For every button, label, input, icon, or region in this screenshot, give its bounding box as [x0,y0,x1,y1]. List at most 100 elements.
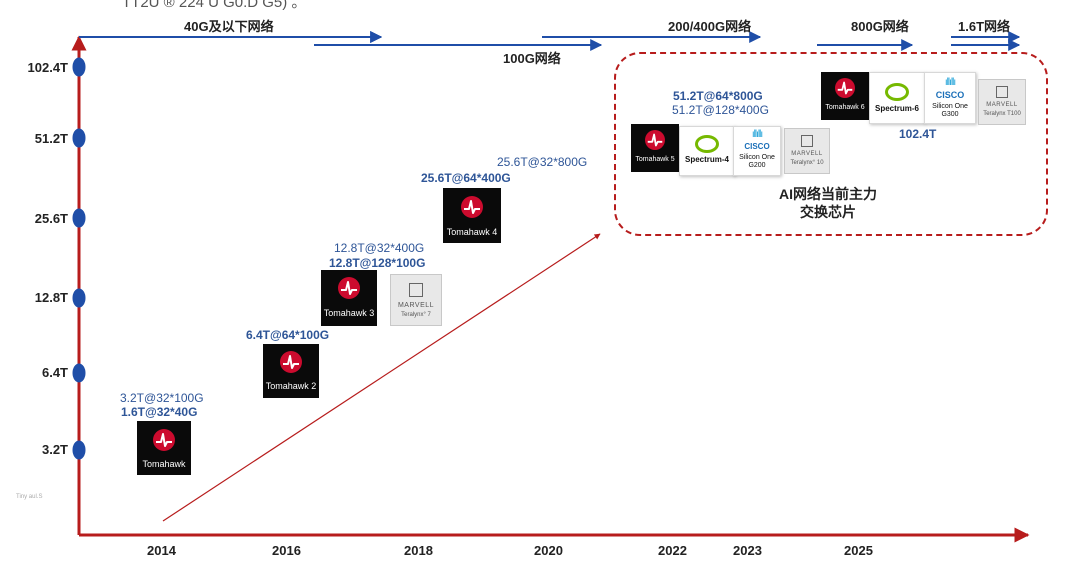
broadcom-wave-path [464,200,480,214]
marvell-chip-icon [801,135,813,147]
era-label-800g: 800G网络 [851,19,909,34]
spec-label: 102.4T [899,127,937,141]
chip-spectrum-6: Spectrum-6 [869,72,925,124]
spec-label: 12.8T@128*100G [329,256,426,270]
y-tick-marker [72,288,86,308]
y-tick-label: 6.4T [41,365,68,380]
chip-tomahawk-3: Tomahawk 3 [321,270,377,326]
broadcom-logo-icon [338,277,360,299]
chip-spectrum-4: Spectrum-4 [679,126,735,176]
ai-network-region [614,52,1048,236]
y-tick-label: 3.2T [41,442,68,457]
broadcom-wave-path [647,133,663,147]
x-tick-label: 2014 [147,543,176,558]
chip-name: Teralynx T100 [983,111,1021,117]
spec-label: 25.6T@64*400G [421,171,511,185]
y-tick-marker [72,440,86,460]
vendor-name: CISCO [744,142,770,151]
chip-name: Teralynx° 10 [790,160,824,166]
y-tick-label: 25.6T [34,211,68,226]
y-tick-marker [72,128,86,148]
chip-name: Tomahawk 2 [265,381,317,391]
ai-annotation: 交换芯片 [800,204,856,220]
nvidia-logo-icon [695,135,719,153]
chip-teralynx-7: MARVELL Teralynx° 7 [390,274,442,326]
chip-tomahawk-5: Tomahawk 5 [631,124,679,172]
broadcom-wave-icon [341,281,357,295]
broadcom-wave-icon [647,133,663,147]
chip-name: Tomahawk [142,459,186,469]
spec-label: 51.2T@64*800G [673,89,763,103]
chip-name: Silicon One [739,154,775,161]
chip-name: Tomahawk 5 [635,156,675,163]
x-tick-label: 2016 [272,543,301,558]
y-tick-label: 102.4T [27,60,68,75]
cisco-logo-icon: ıllıllı [751,129,763,140]
chip-name: Silicon One [932,103,968,110]
chip-name: G200 [748,162,766,169]
broadcom-logo-icon [461,196,483,218]
chip-name: Tomahawk 4 [446,227,498,237]
ai-annotation: AI网络当前主力 [779,186,877,202]
x-tick-label: 2025 [844,543,873,558]
era-label-200-400g: 200/400G网络 [668,19,752,34]
broadcom-logo-icon [645,130,665,150]
spec-label: 12.8T@32*400G [334,241,425,255]
broadcom-wave-icon [837,81,853,95]
cropped-title: TT2U ® 224 U G0.D G5) 。 [122,0,307,11]
broadcom-wave-icon [283,355,299,369]
era-label-100g: 100G网络 [503,51,561,66]
y-tick-label: 12.8T [34,290,68,305]
y-tick-marker [72,57,86,77]
y-tick-label: 51.2T [34,131,68,146]
chip-teralynx-10: MARVELL Teralynx° 10 [784,128,830,174]
chip-tomahawk-6: Tomahawk 6 [821,72,869,120]
broadcom-wave-path [341,281,357,295]
spec-label: 51.2T@128*400G [672,103,769,117]
vendor-name: MARVELL [986,102,1018,108]
y-tick-marker [72,208,86,228]
chip-name: G300 [941,111,959,118]
chip-tomahawk: Tomahawk [137,421,191,475]
broadcom-wave-path [283,355,299,369]
vendor-name: CISCO [935,90,965,100]
broadcom-logo-icon [153,429,175,451]
chip-silicon-one-g200: ıllıllı CISCO Silicon One G200 [733,126,781,176]
chip-name: Tomahawk 6 [825,104,865,111]
vendor-name: MARVELL [397,302,435,309]
spec-label: 3.2T@32*100G [120,391,204,405]
x-tick-label: 2022 [658,543,687,558]
x-tick-label: 2023 [733,543,762,558]
trend-arrow [162,233,601,522]
chip-teralynx-t100: MARVELL Teralynx T100 [978,79,1026,125]
broadcom-wave-icon [156,433,172,447]
chip-name: Spectrum-6 [874,104,919,113]
marvell-chip-icon [409,283,423,297]
broadcom-logo-icon [280,351,302,373]
spec-label: 6.4T@64*100G [246,328,330,342]
broadcom-wave-path [837,81,853,95]
era-label-1-6t: 1.6T网络 [958,19,1011,34]
era-label-40g: 40G及以下网络 [184,19,274,34]
watermark: Tiny aul.S [16,494,43,500]
chip-name: Tomahawk 3 [323,308,375,318]
broadcom-logo-icon [835,78,855,98]
vendor-name: MARVELL [791,151,823,157]
chip-tomahawk-2: Tomahawk 2 [263,344,319,398]
spec-label: 25.6T@32*800G [497,155,588,169]
broadcom-wave-icon [464,200,480,214]
y-tick-marker [72,363,86,383]
x-tick-label: 2018 [404,543,433,558]
marvell-chip-icon [996,86,1008,98]
chip-name: Spectrum-4 [684,155,729,164]
spec-label: 1.6T@32*40G [121,405,198,419]
x-tick-label: 2020 [534,543,563,558]
chip-name: Teralynx° 7 [401,312,431,318]
broadcom-wave-path [156,433,172,447]
chip-silicon-one-g300: ıllıllı CISCO Silicon One G300 [924,72,976,124]
cisco-logo-icon: ıllıllı [944,77,956,88]
nvidia-logo-icon [885,83,909,101]
chip-tomahawk-4: Tomahawk 4 [443,188,501,243]
